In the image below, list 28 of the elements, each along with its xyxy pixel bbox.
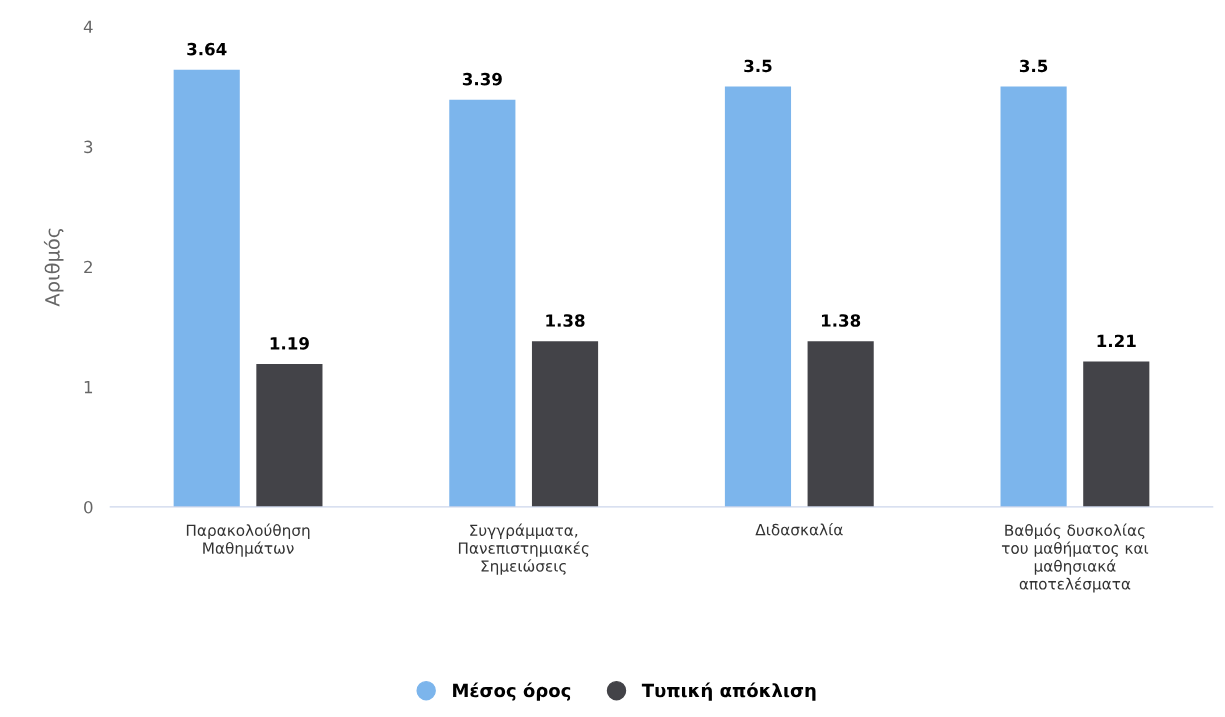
data-label: 1.38 bbox=[546, 314, 585, 327]
y-tick-label: 4 bbox=[83, 20, 93, 33]
bar bbox=[173, 69, 240, 507]
data-label: 1.21 bbox=[1097, 334, 1136, 348]
bar bbox=[449, 99, 516, 507]
y-tick-label: 1 bbox=[84, 381, 93, 394]
bar bbox=[256, 364, 323, 507]
x-tick-label: Διδασκαλία bbox=[755, 522, 843, 536]
x-tick-label: Παρακολούθηση Μαθημάτων bbox=[186, 523, 310, 557]
bar bbox=[807, 341, 874, 507]
data-label: 3.5 bbox=[1019, 59, 1048, 73]
y-axis-title: Αριθμός bbox=[43, 228, 64, 307]
bar bbox=[1000, 86, 1067, 507]
data-label: 3.39 bbox=[462, 72, 502, 86]
y-tick-label: 3 bbox=[84, 140, 93, 154]
legend-label: Μέσος όρος bbox=[453, 682, 571, 701]
y-tick-label: 2 bbox=[84, 260, 92, 274]
data-label: 1.19 bbox=[270, 337, 309, 350]
data-label: 1.38 bbox=[821, 314, 861, 327]
x-tick-label: Συγγράμματα, Πανεπιστημιακές Σημειώσεις bbox=[458, 523, 589, 575]
bar bbox=[531, 341, 599, 507]
y-tick-label: 0 bbox=[84, 500, 93, 514]
legend-label: Τυπική απόκλιση bbox=[641, 682, 816, 701]
x-tick-label: Βαθμός δυσκολίας του μαθήματος και μαθησιακά αποτελέσματα bbox=[1001, 523, 1149, 593]
data-label: 3.5 bbox=[744, 59, 772, 73]
data-label: 3.64 bbox=[187, 42, 227, 56]
bar bbox=[1083, 361, 1150, 507]
bar bbox=[724, 86, 792, 507]
